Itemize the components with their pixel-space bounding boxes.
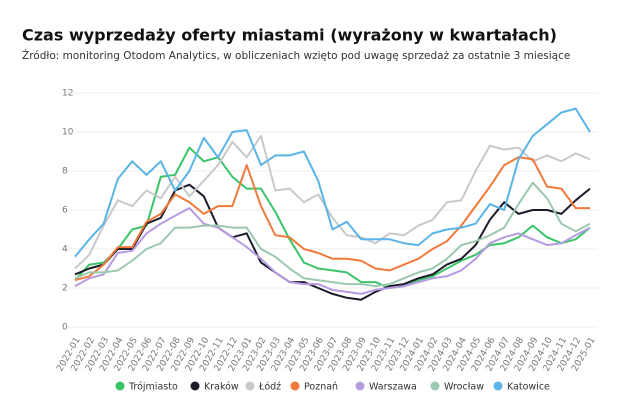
legend-label: Łódź [258, 382, 281, 393]
y-tick-label: 2 [62, 284, 68, 294]
legend-marker [430, 381, 440, 391]
y-tick-label: 8 [62, 167, 68, 177]
legend-marker [190, 381, 200, 391]
legend-marker [493, 381, 503, 391]
series-line [74, 134, 591, 270]
series-line [74, 181, 591, 288]
chart-title: Czas wyprzedaży oferty miastami (wyrażon… [22, 26, 557, 45]
series-line [74, 207, 591, 295]
legend-label: Wrocław [444, 382, 484, 393]
chart-subtitle: Źródło: monitoring Otodom Analytics, w o… [22, 49, 570, 62]
y-tick-label: 0 [62, 323, 68, 333]
legend-marker [245, 381, 255, 391]
series-line [74, 146, 591, 289]
y-tick-label: 6 [62, 206, 68, 216]
legend-label: Katowice [507, 382, 550, 393]
series-line [74, 107, 591, 258]
legend-label: Trójmiasto [128, 382, 178, 393]
legend-marker [115, 381, 125, 391]
legend-marker [290, 381, 300, 391]
series-line [74, 156, 590, 282]
y-tick-label: 4 [62, 245, 68, 255]
legend-label: Poznań [304, 382, 338, 393]
series-line [74, 183, 591, 301]
legend-marker [355, 381, 365, 391]
legend-label: Warszawa [369, 382, 417, 393]
legend-label: Kraków [204, 382, 239, 393]
